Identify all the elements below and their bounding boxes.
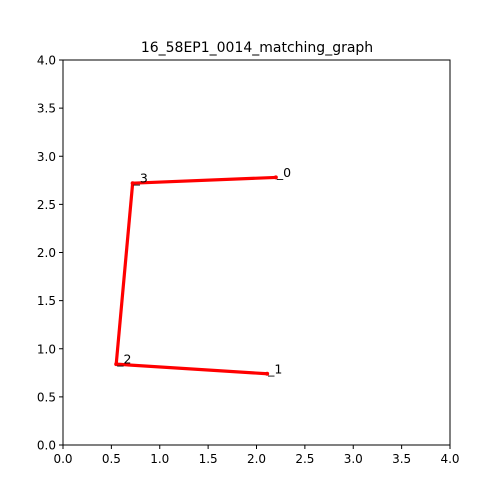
y-tick-label: 2.5 <box>37 198 56 212</box>
y-tick-label: 3.0 <box>37 150 56 164</box>
y-tick-label: 0.5 <box>37 390 56 404</box>
x-tick-label: 2.5 <box>295 452 314 466</box>
x-tick-label: 0.5 <box>102 452 121 466</box>
graph-node-label: _1 <box>267 361 282 376</box>
x-tick-label: 2.0 <box>247 452 266 466</box>
graph-node-label: _3 <box>133 171 148 186</box>
graph-node-marker <box>265 371 270 376</box>
graph-node-marker <box>273 175 278 180</box>
y-tick-label: 1.0 <box>37 342 56 356</box>
x-tick-label: 4.0 <box>440 452 459 466</box>
graph-node-marker <box>114 362 119 367</box>
y-tick-label: 1.5 <box>37 294 56 308</box>
y-tick-label: 3.5 <box>37 102 56 116</box>
graph-node-label: _0 <box>276 165 291 180</box>
plot-frame <box>62 59 451 446</box>
graph-node-label: _2 <box>116 352 131 367</box>
x-tick-label: 0.0 <box>53 452 72 466</box>
y-tick-label: 4.0 <box>37 54 56 68</box>
nodes-layer: _0 _1 _2 _3 <box>114 165 291 376</box>
y-tick-label: 2.0 <box>37 246 56 260</box>
x-tick-label: 3.0 <box>344 452 363 466</box>
chart-title: 16_58EP1_0014_matching_graph <box>141 40 373 56</box>
edges-layer <box>114 175 276 376</box>
graph-edge <box>114 183 135 365</box>
x-tick-label: 1.0 <box>150 452 169 466</box>
ticks-layer: 0.0 0.5 1.0 1.5 2.0 2.5 3.0 3.5 4.0 0.0 0.5 1.0 1.5 2… <box>37 54 460 467</box>
x-tick-label: 1.5 <box>199 452 218 466</box>
y-tick-label: 0.0 <box>37 439 56 453</box>
graph-edge <box>132 175 276 185</box>
x-tick-label: 3.5 <box>392 452 411 466</box>
graph-edge <box>116 362 268 376</box>
graph-node-marker <box>130 181 135 186</box>
